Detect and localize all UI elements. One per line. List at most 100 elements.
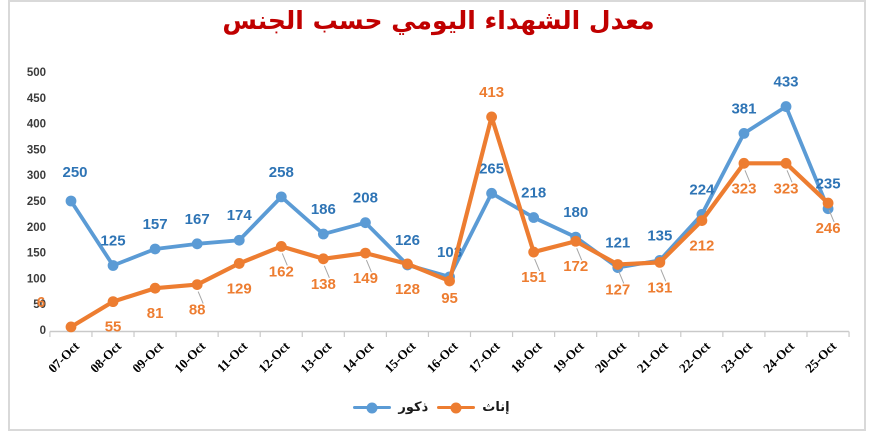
y-axis-tick-label: 250	[27, 196, 46, 208]
x-axis-tick-label: 21-Oct	[634, 338, 672, 376]
data-point-marker	[317, 253, 329, 265]
data-point-marker	[444, 275, 455, 287]
y-axis-tick-label: 0	[40, 325, 46, 337]
x-axis-tick-label: 22-Oct	[676, 338, 714, 376]
x-axis-tick-label: 25-Oct	[802, 338, 840, 376]
y-axis-tick-label: 50	[33, 299, 46, 311]
y-axis-tick-label: 200	[27, 222, 46, 234]
x-axis-tick-label: 14-Oct	[339, 338, 377, 376]
data-label: 128	[395, 281, 420, 298]
data-label: 323	[774, 180, 799, 197]
data-point-marker	[317, 228, 329, 240]
x-axis-tick-label: 20-Oct	[592, 338, 630, 376]
data-label: 180	[563, 204, 588, 221]
data-label: 235	[816, 176, 841, 193]
data-label: 323	[731, 180, 756, 197]
legend-item-males: ذكور	[353, 400, 428, 415]
data-label: 88	[189, 302, 206, 319]
x-axis-tick-label: 15-Oct	[381, 338, 419, 376]
y-axis-tick-label: 500	[27, 67, 46, 79]
data-point-marker	[233, 234, 245, 246]
data-label: 129	[227, 280, 252, 297]
data-label: 121	[605, 235, 630, 252]
data-label: 149	[353, 270, 378, 287]
data-label: 151	[521, 269, 546, 286]
data-label: 172	[563, 258, 588, 275]
data-point-marker	[696, 215, 708, 227]
data-label: 95	[441, 290, 458, 307]
data-label: 433	[774, 74, 799, 91]
data-point-marker	[65, 321, 77, 333]
data-point-marker	[149, 282, 161, 294]
data-label: 81	[147, 305, 164, 322]
data-point-marker	[486, 111, 497, 123]
x-axis-tick-label: 08-Oct	[87, 338, 125, 376]
data-point-marker	[149, 243, 161, 255]
data-point-marker	[654, 257, 666, 268]
legend-label-males: ذكور	[398, 400, 429, 415]
data-point-marker	[233, 258, 245, 269]
x-axis-tick-label: 10-Oct	[171, 338, 209, 376]
females-line-sample	[437, 402, 476, 413]
data-label: 381	[731, 100, 756, 117]
data-label: 125	[101, 233, 126, 250]
legend-item-females: إناث	[437, 400, 510, 415]
x-axis-tick-label: 16-Oct	[424, 338, 462, 376]
data-label: 212	[689, 238, 714, 255]
y-axis-tick-label: 350	[27, 144, 46, 156]
data-point-marker	[528, 212, 540, 223]
x-axis-tick-label: 11-Oct	[214, 338, 251, 375]
data-label-leader-line	[786, 170, 793, 183]
data-label: 127	[605, 281, 630, 298]
data-label-leader-line	[828, 209, 835, 223]
x-axis-tick-label: 09-Oct	[129, 338, 167, 376]
x-axis-tick-label: 24-Oct	[760, 338, 798, 376]
data-label-leader-line	[197, 291, 204, 304]
data-label: 186	[311, 201, 336, 218]
data-label-leader-line	[660, 269, 667, 282]
data-label-leader-line	[534, 258, 541, 272]
data-label: 174	[227, 207, 253, 224]
data-point-marker	[402, 258, 413, 270]
x-axis-tick-label: 18-Oct	[508, 338, 546, 376]
x-axis-tick-label: 13-Oct	[297, 338, 335, 376]
chart-title: معدل الشهداء اليومي حسب الجنس	[222, 6, 655, 35]
legend-label-females: إناث	[482, 400, 510, 415]
data-label: 167	[185, 211, 210, 228]
y-axis-tick-label: 450	[27, 93, 46, 105]
data-label: 258	[269, 164, 294, 181]
data-label: 265	[479, 160, 504, 177]
data-label: 246	[816, 220, 841, 237]
data-point-marker	[528, 246, 540, 258]
males-line-sample	[353, 402, 392, 413]
data-point-marker	[65, 195, 77, 207]
data-point-marker	[360, 217, 371, 229]
data-point-marker	[191, 238, 203, 250]
data-point-marker	[107, 260, 119, 271]
data-point-marker	[275, 241, 287, 252]
y-axis-tick-label: 300	[27, 170, 46, 182]
data-label-leader-line	[576, 248, 583, 261]
data-label: 250	[62, 164, 87, 181]
x-axis-tick-label: 12-Oct	[255, 338, 293, 376]
data-label: 131	[647, 279, 672, 296]
data-label-leader-line	[281, 253, 288, 266]
data-point-marker	[360, 247, 371, 259]
y-axis-tick-label: 400	[27, 119, 46, 131]
data-label-leader-line	[618, 271, 625, 284]
data-point-marker	[738, 128, 750, 139]
y-axis-tick-label: 100	[27, 273, 46, 285]
data-label: 126	[395, 232, 420, 249]
data-label: 218	[521, 185, 546, 202]
x-axis-tick-label: 19-Oct	[550, 338, 588, 376]
data-label: 135	[647, 227, 672, 244]
data-label: 162	[269, 263, 294, 280]
legend: ذكور إناث	[0, 400, 877, 415]
x-axis-tick-label: 17-Oct	[466, 338, 504, 376]
data-point-marker	[570, 235, 582, 247]
x-axis-tick-label: 07-Oct	[45, 338, 83, 376]
data-point-marker	[738, 157, 750, 169]
data-point-marker	[612, 259, 624, 270]
data-label: 413	[479, 84, 504, 101]
